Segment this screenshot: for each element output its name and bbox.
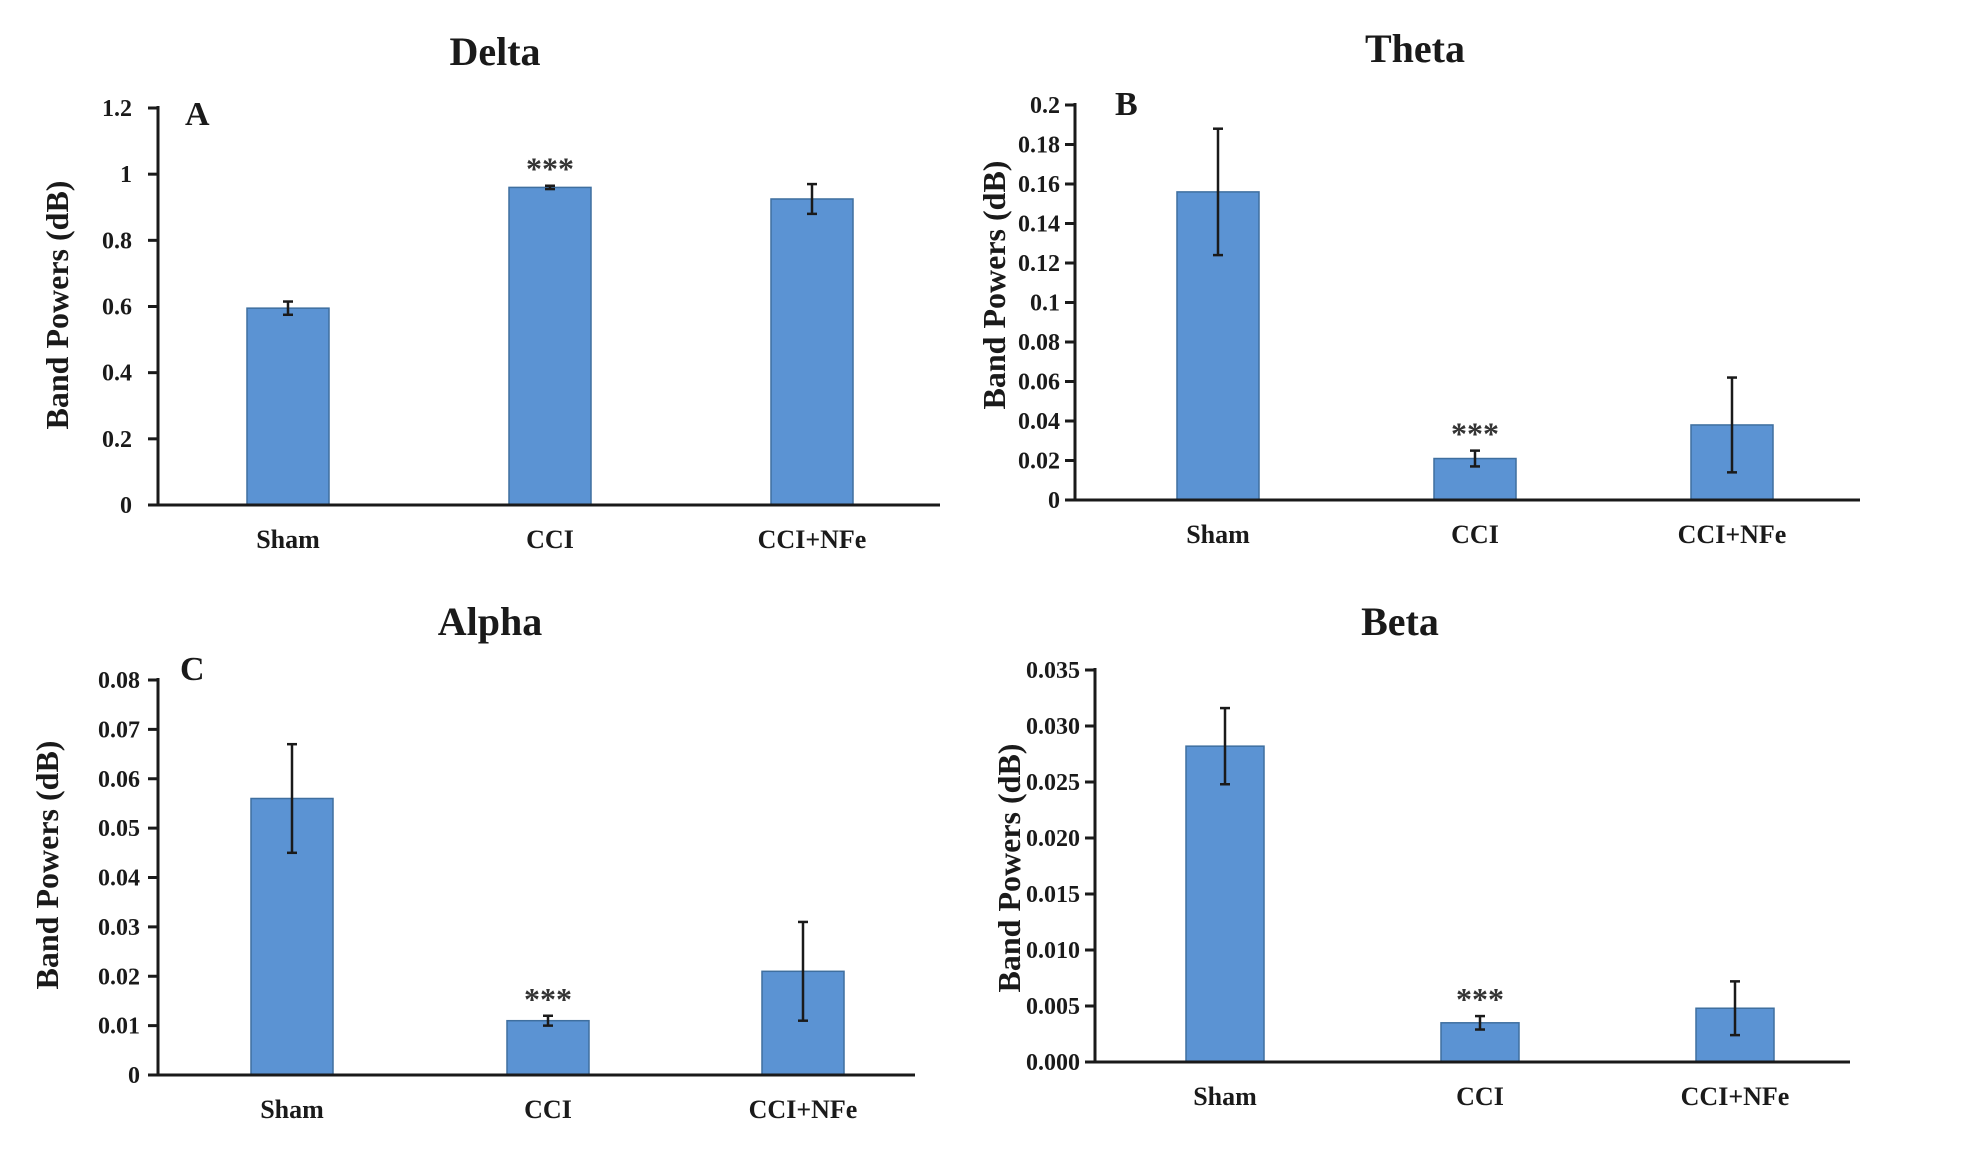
x-tick-label: CCI: [1451, 520, 1499, 549]
y-tick-label: 0.05: [98, 816, 140, 842]
y-tick-label: 1.2: [102, 96, 132, 122]
x-tick-label: CCI: [526, 525, 574, 554]
bar-cci-nfe: [770, 198, 854, 506]
y-tick-label: 0.000: [1026, 1050, 1080, 1076]
y-tick-label: 0.8: [102, 228, 132, 254]
y-tick-label: 0.07: [98, 717, 140, 743]
delta-chart-panel: Delta A Band Powers (dB) 0 0.2 0.4 0.6 0.8 1 1…: [0, 0, 990, 575]
y-tick-label: 0.2: [102, 427, 132, 453]
delta-chart: Delta A Band Powers (dB) 0 0.2 0.4 0.6 0.8 1 1…: [39, 29, 940, 554]
y-tick-label: 0.16: [1018, 172, 1060, 198]
plot-area: 0.000 0.005 0.010 0.015 0.020 0.025 0.030 0.035…: [1026, 658, 1850, 1111]
y-tick-label: 0.18: [1018, 133, 1060, 159]
significance-marker: ***: [1451, 416, 1499, 452]
significance-marker: ***: [526, 151, 574, 187]
y-tick-label: 0.015: [1026, 882, 1080, 908]
bar-cci: [1440, 1022, 1520, 1063]
y-tick-label: 0.01: [98, 1014, 140, 1040]
y-tick-label: 0.14: [1018, 212, 1060, 238]
x-tick-label: CCI+NFe: [1678, 520, 1787, 549]
y-tick-label: 0.08: [1018, 330, 1060, 356]
y-tick-label: 0.030: [1026, 714, 1080, 740]
alpha-chart: Alpha C Band Powers (dB) 0 0.01 0.02 0.03 0.…: [29, 599, 915, 1124]
chart-title: Alpha: [438, 599, 543, 644]
panel-letter: C: [180, 651, 205, 688]
y-tick-label: 0.12: [1018, 251, 1060, 277]
x-tick-label: CCI+NFe: [749, 1095, 858, 1124]
bar-cci: [506, 1019, 590, 1076]
y-tick-label: 0.4: [102, 361, 132, 387]
y-axis-label: Band Powers (dB): [976, 161, 1012, 410]
chart-title: Theta: [1365, 26, 1465, 71]
x-tick-label: CCI: [1456, 1082, 1504, 1111]
y-axis-label: Band Powers (dB): [39, 181, 75, 430]
y-tick-label: 0.08: [98, 668, 140, 694]
theta-chart-panel: Theta B Band Powers (dB) 0 0.02 0.04 0.06 0.…: [935, 0, 1925, 575]
plot-area: 0 0.01 0.02 0.03 0.04 0.05 0.06 0.07 0.08 Sham ***…: [98, 668, 915, 1124]
chart-title: Delta: [449, 29, 540, 74]
y-tick-label: 0: [120, 493, 132, 519]
y-axis-label: Band Powers (dB): [29, 741, 65, 990]
y-tick-label: 0.06: [98, 767, 140, 793]
y-tick-label: 0.2: [1030, 93, 1060, 119]
y-tick-label: 0.03: [98, 915, 140, 941]
y-tick-label: 0: [128, 1063, 140, 1089]
significance-marker: ***: [524, 981, 572, 1017]
x-tick-label: CCI: [524, 1095, 572, 1124]
y-tick-label: 0.020: [1026, 826, 1080, 852]
x-tick-label: Sham: [260, 1095, 324, 1124]
y-tick-label: 0.035: [1026, 658, 1080, 684]
y-tick-label: 0.1: [1030, 291, 1060, 317]
y-tick-label: 0.6: [102, 295, 132, 321]
x-tick-label: CCI+NFe: [758, 525, 867, 554]
x-tick-label: Sham: [1193, 1082, 1257, 1111]
y-tick-label: 0.02: [98, 964, 140, 990]
alpha-chart-panel: Alpha C Band Powers (dB) 0 0.01 0.02 0.03 0.…: [0, 575, 990, 1150]
x-tick-label: Sham: [256, 525, 320, 554]
theta-chart: Theta B Band Powers (dB) 0 0.02 0.04 0.06 0.…: [976, 26, 1860, 549]
y-tick-label: 0.04: [98, 866, 140, 892]
beta-chart: Beta Band Powers (dB) 0.0000.0050.0100.0…: [991, 599, 1850, 1111]
plot-area: 0 0.02 0.04 0.06 0.08 0.1 0.12 0.14 0.16 0.18 0.2 S…: [1018, 93, 1860, 549]
y-tick-label: 1: [120, 162, 132, 188]
y-tick-label: 0.005: [1026, 994, 1080, 1020]
x-tick-label: Sham: [1186, 520, 1250, 549]
bar-cci: [508, 186, 592, 506]
y-tick-label: 0.010: [1026, 938, 1080, 964]
bar-sham: [246, 307, 330, 506]
plot-area: 0 0.2 0.4 0.6 0.8 1 1.2 Sham *** CCI CCI+NFe: [102, 96, 940, 554]
panel-letter: B: [1115, 86, 1138, 123]
x-tick-label: CCI+NFe: [1681, 1082, 1790, 1111]
y-tick-label: 0.025: [1026, 770, 1080, 796]
y-tick-label: 0.02: [1018, 449, 1060, 475]
y-axis-label: Band Powers (dB): [991, 744, 1027, 993]
panel-letter: A: [185, 96, 210, 133]
beta-chart-panel: Beta Band Powers (dB) 0.000 0.005 0.010 0.0…: [935, 565, 1925, 1140]
bar-sham: [1185, 745, 1265, 1063]
chart-title: Beta: [1361, 599, 1439, 644]
y-tick-label: 0: [1048, 488, 1060, 514]
significance-marker: ***: [1456, 981, 1504, 1017]
y-tick-label: 0.06: [1018, 370, 1060, 396]
y-tick-label: 0.04: [1018, 409, 1060, 435]
